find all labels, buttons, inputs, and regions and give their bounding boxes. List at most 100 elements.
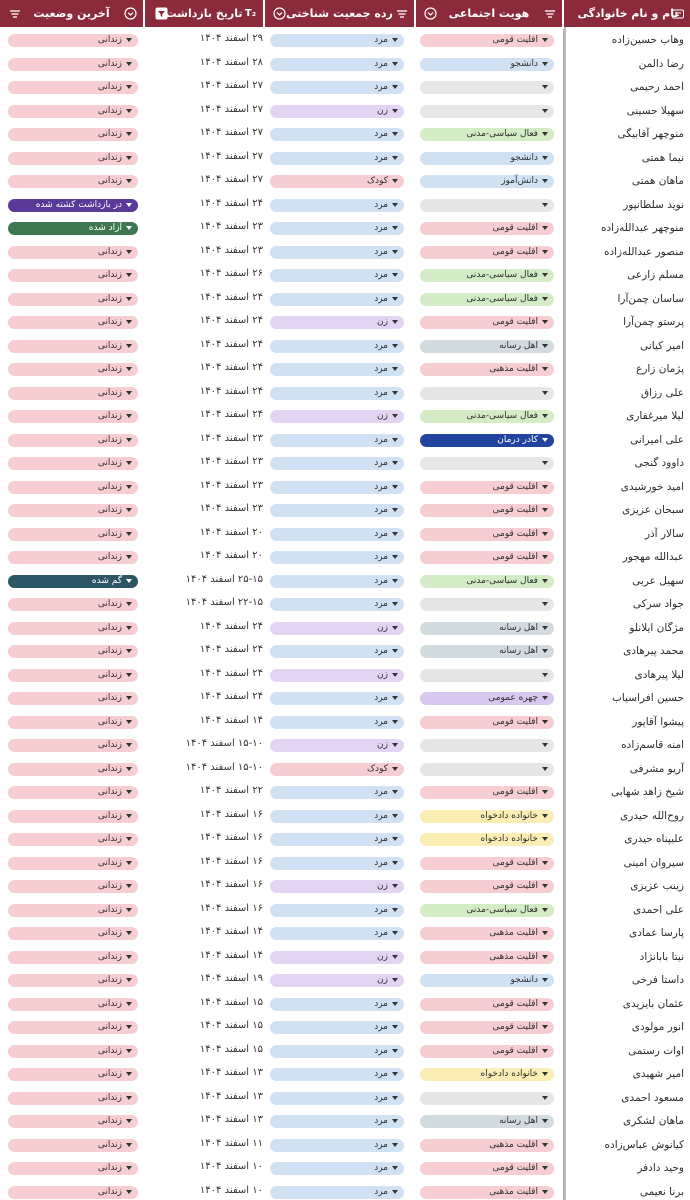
demographic-select[interactable]: مرد — [270, 692, 404, 705]
identity-select[interactable] — [420, 386, 554, 400]
identity-select[interactable]: اقلیت قومی — [420, 1044, 554, 1058]
table-row[interactable]: زندانی ۱۳ اسفند ۱۴۰۴ مرد اهل رسانه ماهان لشک… — [0, 1110, 690, 1134]
table-row[interactable]: زندانی ۲۷ اسفند ۱۴۰۴ مرد احمد رحیمی — [0, 76, 690, 100]
status-select[interactable]: زندانی — [8, 480, 138, 494]
status-select[interactable]: زندانی — [8, 504, 138, 517]
demographic-select[interactable]: زن — [270, 880, 404, 893]
status-select[interactable]: زندانی — [8, 34, 138, 47]
name-cell[interactable]: نوید سلطانپور — [563, 193, 690, 217]
demographic-select[interactable]: مرد — [270, 57, 404, 71]
name-cell[interactable]: عبدالله مهجور — [563, 546, 690, 570]
identity-select[interactable]: فعال سیاسی-مدنی — [420, 574, 554, 588]
arrest-date[interactable]: ۲۷ اسفند ۱۴۰۴ — [199, 80, 263, 91]
table-row[interactable]: زندانی ۲۴ اسفند ۱۴۰۴ مرد اهل رسانه محمد پیره… — [0, 640, 690, 664]
demographic-select[interactable]: مرد — [270, 222, 404, 235]
table-row[interactable]: زندانی ۲۴ اسفند ۱۴۰۴ مرد اقلیت مذهبی پژمان ز… — [0, 358, 690, 382]
name-cell[interactable]: سالار آذر — [563, 522, 690, 546]
demographic-select[interactable]: مرد — [270, 504, 404, 517]
status-select[interactable]: زندانی — [8, 1185, 138, 1199]
identity-select[interactable]: کادر درمان — [420, 433, 554, 447]
identity-select[interactable]: خانواده دادخواه — [420, 1068, 554, 1081]
arrest-date[interactable]: ۱۶ اسفند ۱۴۰۴ — [199, 808, 263, 820]
table-row[interactable]: زندانی ۱۶ اسفند ۱۴۰۴ مرد خانواده دادخواه علی… — [0, 828, 690, 852]
table-row[interactable]: زندانی ۲۴ اسفند ۱۴۰۴ زن اقلیت قومی پرستو چمن… — [0, 311, 690, 335]
status-select[interactable]: زندانی — [8, 339, 138, 353]
status-select[interactable]: زندانی — [8, 786, 138, 799]
arrest-date[interactable]: ۲۴ اسفند ۱۴۰۴ — [199, 620, 263, 632]
table-row[interactable]: زندانی ۱۶ اسفند ۱۴۰۴ زن اقلیت قومی زینب عزیز… — [0, 875, 690, 899]
table-row[interactable]: زندانی ۱۹ اسفند ۱۴۰۴ زن دانشجو داستا فرخی — [0, 969, 690, 993]
identity-select[interactable]: فعال سیاسی-مدنی — [420, 269, 554, 282]
demographic-select[interactable]: مرد — [270, 527, 404, 541]
status-select[interactable]: زندانی — [8, 1091, 138, 1105]
name-cell[interactable]: وهاب حسین‌زاده — [563, 29, 690, 53]
header-name[interactable]: نام و نام خانوادگی — [566, 0, 690, 27]
table-row[interactable]: زندانی ۲۴ اسفند ۱۴۰۴ مرد علی رزاق — [0, 381, 690, 405]
status-select[interactable]: در بازداشت کشته شده — [8, 198, 138, 212]
demographic-select[interactable]: مرد — [270, 598, 404, 611]
status-select[interactable]: زندانی — [8, 81, 138, 94]
arrest-date[interactable]: ۲۳ اسفند ۱۴۰۴ — [199, 479, 263, 491]
name-cell[interactable]: علی امیرانی — [563, 428, 690, 452]
table-row[interactable]: زندانی ۱۵ اسفند ۱۴۰۴ مرد اقلیت قومی عثمان با… — [0, 992, 690, 1016]
arrest-date[interactable]: ۲۰ اسفند ۱۴۰۴ — [199, 526, 263, 538]
identity-select[interactable]: اقلیت قومی — [420, 34, 554, 47]
name-cell[interactable]: مژگان ایلانلو — [563, 616, 690, 640]
status-select[interactable]: زندانی — [8, 715, 138, 729]
name-cell[interactable]: علی احمدی — [563, 898, 690, 922]
arrest-date[interactable]: ۱۴ اسفند ۱۴۰۴ — [199, 714, 263, 726]
demographic-select[interactable]: مرد — [270, 245, 404, 259]
demographic-select[interactable]: مرد — [270, 903, 404, 917]
status-select[interactable]: زندانی — [8, 997, 138, 1011]
arrest-date[interactable]: ۲۳ اسفند ۱۴۰۴ — [199, 244, 263, 256]
name-cell[interactable]: سیروان امینی — [563, 851, 690, 875]
status-select[interactable]: زندانی — [8, 692, 138, 705]
identity-select[interactable]: فعال سیاسی-مدنی — [420, 903, 554, 917]
arrest-date[interactable]: ۲۷ اسفند ۱۴۰۴ — [199, 174, 263, 185]
name-cell[interactable]: منصور عبدالله‌زاده — [563, 240, 690, 264]
table-row[interactable]: زندانی ۲۹ اسفند ۱۴۰۴ مرد اقلیت قومی وهاب حسی… — [0, 29, 690, 53]
name-cell[interactable]: نیما همتی — [563, 146, 690, 170]
name-cell[interactable]: امید خورشیدی — [563, 475, 690, 499]
table-row[interactable]: زندانی ۲۳ اسفند ۱۴۰۴ مرد کادر درمان علی امیر… — [0, 428, 690, 452]
table-row[interactable]: زندانی ۲۷ اسفند ۱۴۰۴ کودک دانش‌آموز ماهان هم… — [0, 170, 690, 194]
name-cell[interactable]: سبحان عزیزی — [563, 499, 690, 523]
identity-select[interactable]: چهره عمومی — [420, 692, 554, 705]
name-cell[interactable]: سهیلا حسینی — [563, 99, 690, 123]
name-cell[interactable]: منوچهر آقابیگی — [563, 123, 690, 147]
header-identity[interactable]: هویت اجتماعی — [416, 0, 562, 27]
demographic-select[interactable]: مرد — [270, 457, 404, 470]
identity-select[interactable]: اقلیت قومی — [420, 480, 554, 494]
status-select[interactable]: زندانی — [8, 1138, 138, 1152]
identity-select[interactable] — [420, 1091, 554, 1105]
table-row[interactable]: زندانی ۲۷ اسفند ۱۴۰۴ مرد فعال سیاسی-مدنی منو… — [0, 123, 690, 147]
arrest-date[interactable]: ۱۶ اسفند ۱۴۰۴ — [199, 832, 263, 843]
identity-select[interactable]: اقلیت قومی — [420, 880, 554, 893]
arrest-date[interactable]: ۲۴ اسفند ۱۴۰۴ — [199, 315, 263, 326]
demographic-select[interactable]: مرد — [270, 833, 404, 846]
identity-select[interactable] — [420, 81, 554, 94]
table-row[interactable]: زندانی ۲۴ اسفند ۱۴۰۴ زن اهل رسانه مژگان ایلا… — [0, 616, 690, 640]
table-row[interactable]: زندانی ۱۵-۱۰ اسفند ۱۴۰۴ کودک آریو مشرفی — [0, 757, 690, 781]
arrest-date[interactable]: ۱۹ اسفند ۱۴۰۴ — [199, 973, 263, 984]
arrest-date[interactable]: ۱۵ اسفند ۱۴۰۴ — [199, 996, 263, 1008]
table-row[interactable]: زندانی ۱۴ اسفند ۱۴۰۴ مرد اقلیت مذهبی پارسا ع… — [0, 922, 690, 946]
table-row[interactable]: زندانی ۱۰ اسفند ۱۴۰۴ مرد اقلیت قومی وحید داد… — [0, 1157, 690, 1181]
status-select[interactable]: زندانی — [8, 527, 138, 541]
table-row[interactable]: زندانی ۱۳ اسفند ۱۴۰۴ مرد خانواده دادخواه امی… — [0, 1063, 690, 1087]
arrest-date[interactable]: ۲۴ اسفند ۱۴۰۴ — [199, 362, 263, 373]
demographic-select[interactable]: کودک — [270, 175, 404, 188]
arrest-date[interactable]: ۱۱ اسفند ۱۴۰۴ — [199, 1137, 263, 1149]
identity-select[interactable]: اقلیت قومی — [420, 527, 554, 541]
name-cell[interactable]: آریو مشرفی — [563, 757, 690, 781]
name-cell[interactable]: احمد رحیمی — [563, 76, 690, 100]
status-select[interactable]: زندانی — [8, 809, 138, 823]
arrest-date[interactable]: ۲۴ اسفند ۱۴۰۴ — [199, 644, 263, 655]
name-cell[interactable]: سهیل عربی — [563, 569, 690, 593]
demographic-select[interactable]: کودک — [270, 762, 404, 776]
name-cell[interactable]: داوود گنجی — [563, 452, 690, 476]
demographic-select[interactable]: زن — [270, 739, 404, 752]
header-date[interactable]: T₂ تاریخ بازداشت — [145, 0, 263, 27]
table-row[interactable]: زندانی ۱۵-۱۰ اسفند ۱۴۰۴ زن امنه قاسم‌زاده — [0, 734, 690, 758]
demographic-select[interactable]: مرد — [270, 1115, 404, 1128]
